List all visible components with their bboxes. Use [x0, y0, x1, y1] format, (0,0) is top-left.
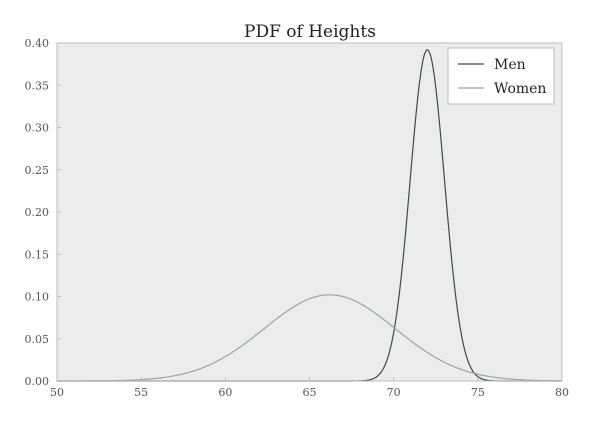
chart-title: PDF of Heights — [244, 22, 376, 42]
x-tick-label: 50 — [50, 386, 64, 399]
x-tick-label: 80 — [555, 386, 569, 399]
y-axis: 0.00 0.05 0.10 0.15 0.20 0.25 0.30 0.35 0.40 — [25, 37, 62, 388]
y-tick-label: 0.20 — [25, 206, 50, 219]
x-tick-label: 70 — [387, 386, 401, 399]
y-tick-label: 0.05 — [25, 333, 50, 346]
y-tick-label: 0.25 — [25, 164, 50, 177]
y-tick-label: 0.30 — [25, 122, 50, 135]
legend-label-women: Women — [494, 81, 546, 97]
y-tick-label: 0.15 — [25, 248, 50, 261]
y-tick-label: 0.40 — [25, 37, 50, 50]
x-tick-label: 60 — [218, 386, 232, 399]
y-tick-label: 0.00 — [25, 375, 50, 388]
x-tick-label: 55 — [134, 386, 148, 399]
y-tick-label: 0.10 — [25, 291, 50, 304]
legend: Men Women — [448, 48, 554, 104]
x-tick-label: 75 — [471, 386, 485, 399]
x-tick-label: 65 — [303, 386, 317, 399]
y-tick-label: 0.35 — [25, 79, 50, 92]
legend-label-men: Men — [494, 57, 526, 73]
